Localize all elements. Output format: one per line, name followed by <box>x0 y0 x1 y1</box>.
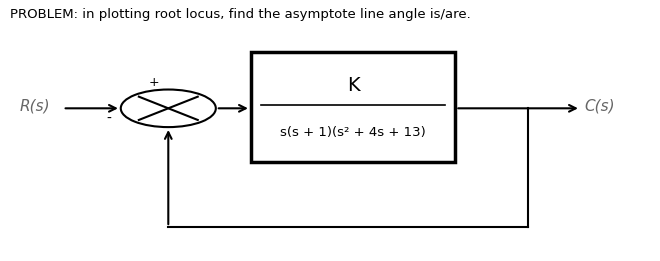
Text: +: + <box>148 76 159 88</box>
Text: K: K <box>346 76 360 94</box>
Text: -: - <box>106 112 112 126</box>
Text: s(s + 1)(s² + 4s + 13): s(s + 1)(s² + 4s + 13) <box>280 126 426 139</box>
Text: PROBLEM: in plotting root locus, find the asymptote line angle is/are.: PROBLEM: in plotting root locus, find th… <box>10 8 471 21</box>
Text: R(s): R(s) <box>20 98 50 113</box>
Text: C(s): C(s) <box>584 98 614 113</box>
Bar <box>251 52 455 162</box>
